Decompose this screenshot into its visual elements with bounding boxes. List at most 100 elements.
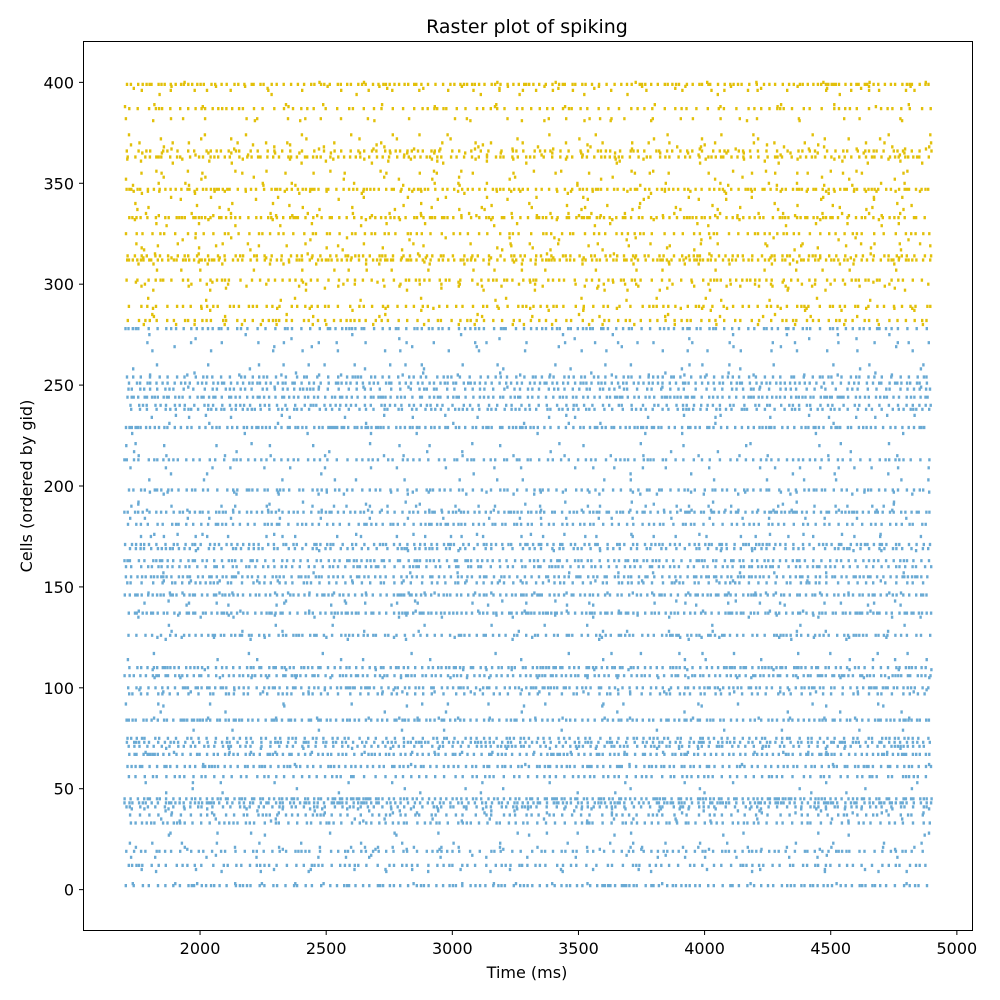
x-tick-label: 3500 (558, 939, 599, 958)
spike-train-row (129, 143, 820, 147)
spike-train-row (153, 252, 872, 256)
spike-train-row (125, 187, 930, 191)
spike-train-row (133, 218, 881, 222)
spike-train-row (124, 575, 929, 579)
spike-train-row (144, 750, 889, 754)
spike-train-row (126, 522, 927, 526)
spike-train-row (147, 591, 903, 595)
x-tick-label: 2000 (180, 939, 221, 958)
spike-train-row (128, 216, 926, 220)
y-tick-label: 100 (43, 679, 74, 698)
spike-train-row (126, 764, 933, 769)
spike-train-row (128, 547, 930, 551)
spike-train-row (127, 633, 932, 637)
y-tick-label: 50 (54, 780, 74, 799)
spike-train-row (170, 629, 890, 633)
spike-train-row (129, 855, 899, 859)
spike-train-row (179, 197, 876, 201)
spike-train-row (157, 181, 906, 185)
spike-train-row (192, 728, 905, 732)
spike-train-row (127, 744, 925, 748)
spike-train-row (124, 177, 896, 181)
spike-train-row (137, 609, 872, 613)
spike-train-row (127, 863, 927, 867)
spike-train-row (128, 107, 932, 111)
spike-train-row (129, 516, 908, 520)
spike-train-row (169, 195, 904, 199)
spike-train-row (165, 791, 848, 795)
spike-train-row (127, 381, 929, 385)
spike-train-row (126, 254, 933, 258)
spike-train-row (143, 601, 876, 605)
spike-train-row (125, 740, 931, 744)
spike-train-row (132, 86, 863, 90)
spike-train-row (128, 752, 931, 756)
spike-train-row (155, 222, 900, 226)
x-axis: 2000 2500 3000 3500 4000 4500 5000 (180, 930, 978, 958)
spike-train-row (127, 611, 933, 615)
spike-train-row (132, 450, 852, 454)
spike-train-row (142, 248, 903, 252)
spike-train-row (123, 559, 931, 563)
spike-train-row (173, 345, 898, 349)
spike-train-row (125, 278, 924, 282)
spike-train-row (125, 375, 928, 379)
spike-train-row (129, 821, 931, 825)
spike-train-row (125, 149, 933, 153)
spike-train-row (137, 615, 922, 619)
spike-train-row (165, 746, 902, 750)
spike-train-row (150, 415, 877, 419)
spike-train-row (191, 787, 914, 791)
spike-train-row (152, 288, 907, 292)
spike-train-row (123, 510, 931, 514)
spike-train-row (123, 593, 928, 597)
spike-train-row (148, 373, 894, 377)
spike-train-row (162, 492, 914, 496)
spike-train-row (151, 312, 777, 317)
spike-train-row (185, 603, 902, 607)
spike-train-row (145, 508, 894, 512)
spike-train-row (194, 236, 857, 240)
spike-train-row (126, 658, 928, 662)
spike-train-row (127, 692, 926, 696)
spike-train-row (124, 565, 933, 569)
x-tick-label: 2500 (306, 939, 347, 958)
y-tick-label: 250 (43, 376, 74, 395)
spike-train-row (124, 702, 880, 706)
spike-train-row (126, 581, 925, 585)
spike-train-row (125, 718, 931, 722)
spike-layer (123, 80, 933, 888)
spike-train-row (124, 232, 931, 236)
spike-train-row (123, 105, 878, 109)
spike-train-row (170, 84, 912, 88)
spike-train-row (209, 308, 916, 312)
spike-train-row (167, 833, 926, 837)
y-tick-label: 0 (64, 881, 74, 900)
spike-train-row (162, 175, 824, 179)
spike-train-row (137, 502, 895, 506)
spike-train-row (127, 775, 928, 779)
spike-train-row (178, 819, 850, 823)
spike-train-row (194, 153, 902, 157)
plot-frame (83, 41, 973, 931)
spike-train-row (140, 171, 905, 175)
spike-train-row (137, 262, 896, 266)
y-tick-label: 400 (43, 73, 74, 92)
spike-train-row (158, 92, 841, 97)
x-tick-label: 4500 (810, 939, 851, 958)
spike-train-row (124, 425, 926, 430)
spike-train-row (129, 403, 932, 407)
y-axis: 0 50 100 150 200 250 300 350 400 (43, 73, 84, 900)
spike-train-row (125, 444, 821, 448)
spike-train-row (153, 532, 882, 536)
x-tick-label: 5000 (937, 939, 978, 958)
spike-train-row (144, 781, 919, 785)
spike-train-row (195, 203, 913, 208)
spike-train-row (162, 145, 931, 149)
spike-train-row (127, 304, 932, 308)
spike-train-row (155, 169, 909, 173)
spike-train-row (127, 133, 932, 137)
spike-train-row (128, 666, 927, 670)
spike-train-row (171, 161, 924, 165)
